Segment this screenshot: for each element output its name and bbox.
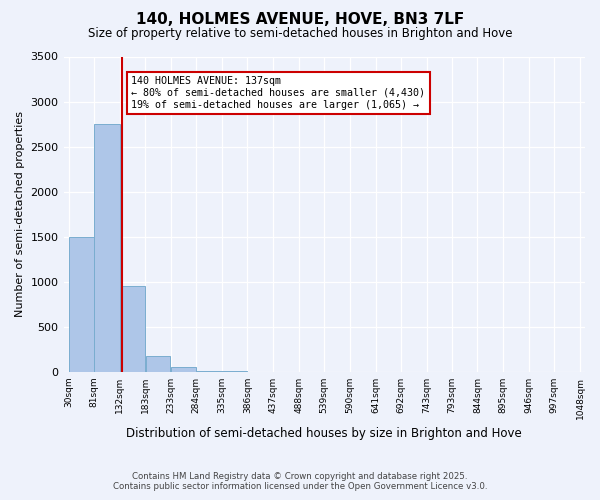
Text: 140 HOLMES AVENUE: 137sqm
← 80% of semi-detached houses are smaller (4,430)
19% : 140 HOLMES AVENUE: 137sqm ← 80% of semi-… (131, 76, 425, 110)
Text: Size of property relative to semi-detached houses in Brighton and Hove: Size of property relative to semi-detach… (88, 28, 512, 40)
Bar (146, 356, 170, 372)
Bar (94, 124, 119, 372)
Text: 140, HOLMES AVENUE, HOVE, BN3 7LF: 140, HOLMES AVENUE, HOVE, BN3 7LF (136, 12, 464, 28)
Y-axis label: Number of semi-detached properties: Number of semi-detached properties (15, 111, 25, 317)
Bar (120, 286, 145, 372)
Text: Contains HM Land Registry data © Crown copyright and database right 2025.
Contai: Contains HM Land Registry data © Crown c… (113, 472, 487, 491)
Bar (196, 371, 221, 372)
Bar (171, 368, 196, 372)
Bar (69, 236, 94, 372)
X-axis label: Distribution of semi-detached houses by size in Brighton and Hove: Distribution of semi-detached houses by … (127, 427, 522, 440)
